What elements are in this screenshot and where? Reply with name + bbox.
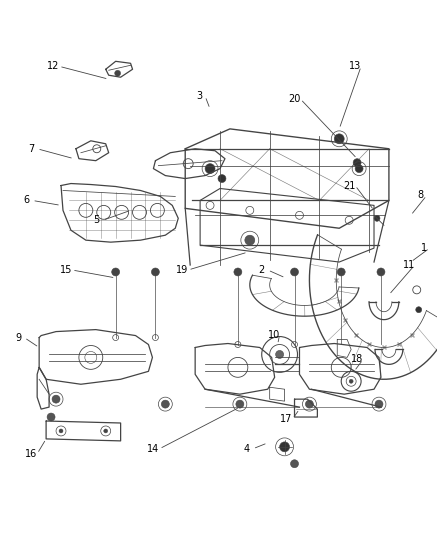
Circle shape (337, 268, 345, 276)
Text: 7: 7 (28, 144, 34, 154)
Circle shape (112, 268, 120, 276)
Text: 11: 11 (403, 260, 415, 270)
Circle shape (349, 379, 353, 383)
Text: 4: 4 (244, 444, 250, 454)
Text: 18: 18 (351, 354, 363, 365)
Text: 17: 17 (280, 414, 293, 424)
Text: 2: 2 (258, 265, 265, 275)
Text: 12: 12 (47, 61, 59, 71)
Text: 19: 19 (176, 265, 188, 275)
Text: 1: 1 (420, 243, 427, 253)
Circle shape (290, 268, 298, 276)
Circle shape (305, 400, 314, 408)
Circle shape (416, 307, 422, 313)
Circle shape (375, 400, 383, 408)
Circle shape (245, 235, 255, 245)
Text: 6: 6 (23, 196, 29, 205)
Text: 16: 16 (25, 449, 37, 459)
Circle shape (355, 165, 363, 173)
Circle shape (334, 134, 344, 144)
Text: 3: 3 (196, 91, 202, 101)
Text: 15: 15 (60, 265, 72, 275)
Circle shape (115, 70, 120, 76)
Text: 10: 10 (268, 329, 280, 340)
Text: 14: 14 (147, 444, 159, 454)
Text: 21: 21 (343, 181, 355, 190)
Circle shape (353, 159, 361, 167)
Text: 9: 9 (15, 333, 21, 343)
Circle shape (276, 351, 283, 358)
Circle shape (236, 400, 244, 408)
Circle shape (152, 268, 159, 276)
Circle shape (59, 429, 63, 433)
Circle shape (218, 175, 226, 182)
Text: 20: 20 (288, 94, 301, 104)
Circle shape (279, 442, 290, 452)
Circle shape (52, 395, 60, 403)
Circle shape (290, 460, 298, 468)
Circle shape (47, 413, 55, 421)
Text: 5: 5 (94, 215, 100, 225)
Circle shape (104, 429, 108, 433)
Circle shape (374, 215, 380, 221)
Circle shape (234, 268, 242, 276)
Text: 8: 8 (418, 190, 424, 200)
Text: 13: 13 (349, 61, 361, 71)
Circle shape (205, 164, 215, 174)
Circle shape (161, 400, 170, 408)
Circle shape (377, 268, 385, 276)
